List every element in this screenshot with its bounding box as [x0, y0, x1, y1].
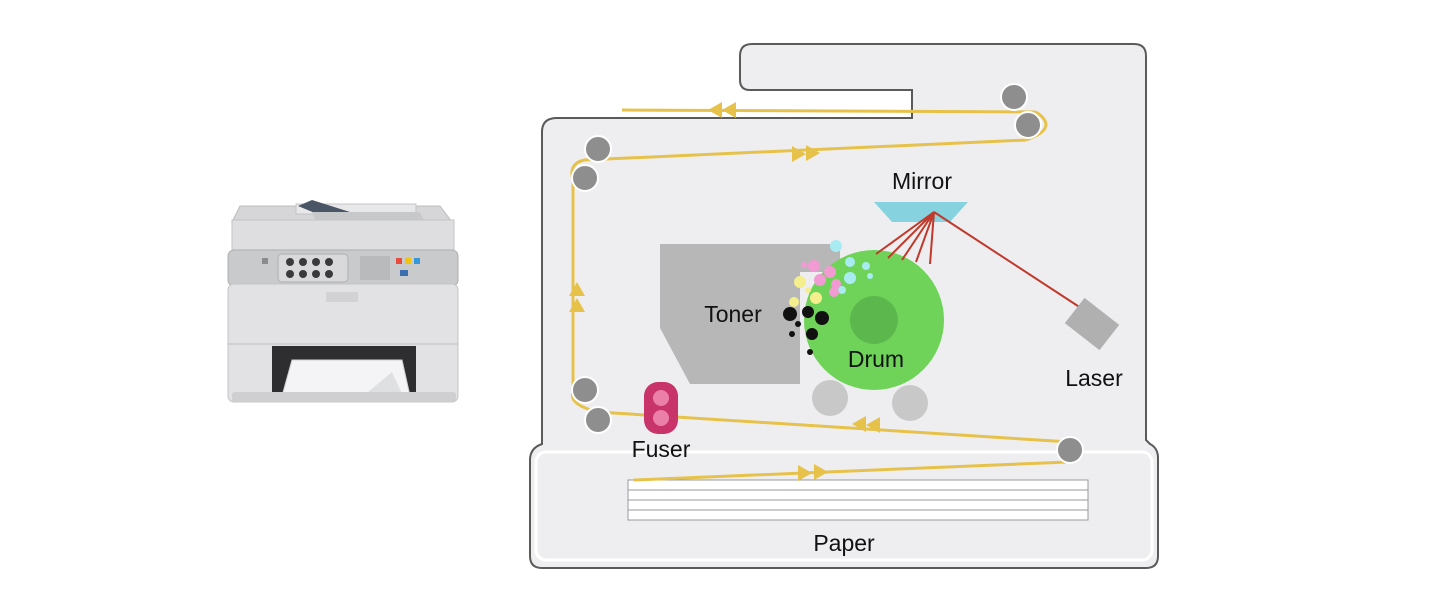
- arrow-icon: [814, 464, 828, 480]
- drum-rollers: [812, 380, 928, 421]
- arrow-icon: [866, 417, 880, 433]
- arrow-icon: [569, 282, 585, 296]
- laser-beams: [875, 211, 1085, 311]
- arrow-icon: [569, 298, 585, 312]
- fuser-label: Fuser: [632, 436, 691, 462]
- toner-label: Toner: [704, 301, 762, 327]
- laser-label: Laser: [1065, 365, 1123, 391]
- roller: [1014, 111, 1042, 139]
- paper-label: Paper: [813, 530, 875, 556]
- drum-label: Drum: [848, 346, 904, 372]
- mirror-label: Mirror: [892, 168, 952, 194]
- roller: [584, 135, 612, 163]
- arrow-icon: [852, 416, 866, 432]
- roller: [812, 380, 848, 416]
- arrow-icon: [798, 465, 812, 481]
- roller: [892, 385, 928, 421]
- laser-unit: [1064, 297, 1120, 351]
- roller: [584, 406, 612, 434]
- roller: [571, 376, 599, 404]
- toner-particles: [783, 240, 873, 355]
- direction-arrows: [569, 102, 880, 481]
- roller: [571, 164, 599, 192]
- roller: [1000, 83, 1028, 111]
- arrow-icon: [708, 102, 722, 118]
- roller: [1056, 436, 1084, 464]
- arrow-icon: [806, 145, 820, 161]
- rollers: [571, 83, 1084, 464]
- mirror: [874, 202, 968, 222]
- fuser: [644, 382, 678, 434]
- arrow-icon: [792, 146, 806, 162]
- office-printer-icon: [227, 200, 459, 403]
- arrow-icon: [722, 102, 736, 118]
